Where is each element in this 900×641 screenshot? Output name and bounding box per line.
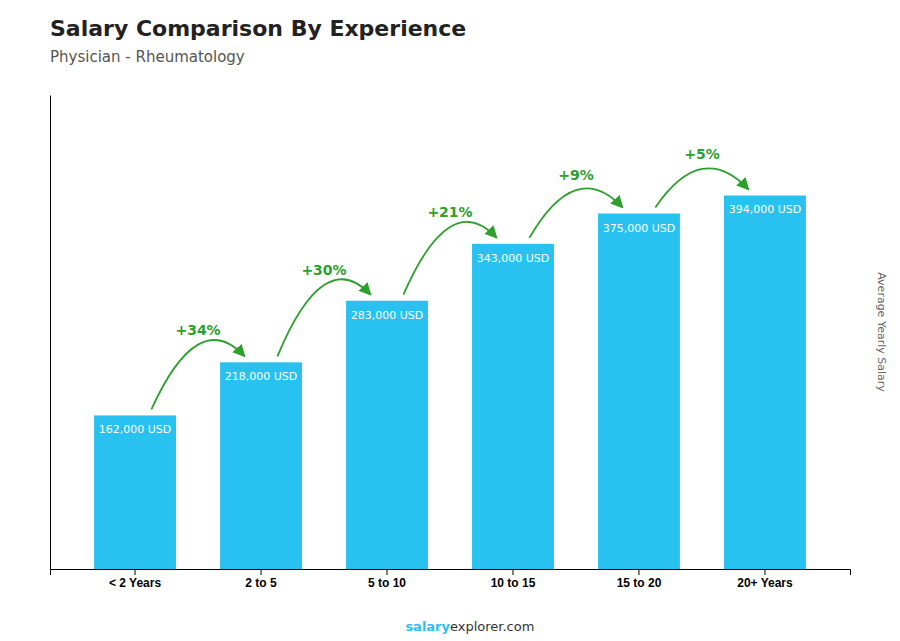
change-label: +34% bbox=[175, 322, 220, 338]
change-annotations: +34% +30% +21% +9% +5% bbox=[151, 146, 748, 409]
title: Salary Comparison By Experience bbox=[50, 16, 466, 41]
change-arrow bbox=[151, 340, 244, 409]
bar bbox=[724, 195, 806, 569]
x-tick-mark bbox=[638, 569, 639, 575]
chart-container: < 2 Years 2 to 5 5 to 10 10 to 15 15 to 20 20… bbox=[0, 0, 900, 641]
x-tick-label: < 2 Years bbox=[109, 576, 161, 590]
y-axis-title: Average Yearly Salary bbox=[875, 272, 888, 392]
bar bbox=[472, 244, 554, 569]
bar bbox=[94, 415, 176, 569]
footer-right: explorer.com bbox=[450, 619, 534, 634]
change-label: +21% bbox=[427, 204, 472, 220]
footer-left: salary bbox=[405, 619, 450, 634]
x-tick-mark bbox=[387, 569, 388, 575]
subtitle: Physician - Rheumatology bbox=[50, 48, 245, 66]
bar bbox=[220, 362, 302, 569]
chart-svg: < 2 Years 2 to 5 5 to 10 10 to 15 15 to 20 20… bbox=[0, 0, 900, 641]
data-label: 218,000 USD bbox=[225, 370, 298, 383]
x-tick-label: 2 to 5 bbox=[245, 576, 277, 590]
data-label: 375,000 USD bbox=[603, 222, 676, 235]
x-tick: 5 to 10 bbox=[368, 569, 406, 590]
data-label: 162,000 USD bbox=[99, 423, 172, 436]
x-tick: 15 to 20 bbox=[617, 569, 662, 590]
change-arrow bbox=[403, 222, 496, 295]
x-axis: < 2 Years 2 to 5 5 to 10 10 to 15 15 to 20 20… bbox=[51, 569, 851, 590]
y-axis bbox=[50, 96, 51, 570]
change-label: +9% bbox=[558, 167, 594, 183]
change-label: +30% bbox=[301, 262, 346, 278]
x-tick-mark bbox=[764, 569, 765, 575]
x-tick-mark bbox=[512, 569, 513, 575]
change-label: +5% bbox=[684, 146, 720, 162]
x-tick-mark bbox=[135, 569, 136, 575]
data-labels: 162,000 USD 218,000 USD 283,000 USD 343,000… bbox=[99, 203, 801, 436]
change-arrow bbox=[277, 279, 370, 356]
bars bbox=[94, 195, 806, 569]
x-tick-mark bbox=[261, 569, 262, 575]
data-label: 394,000 USD bbox=[729, 203, 802, 216]
x-tick: < 2 Years bbox=[109, 569, 161, 590]
x-tick-label: 5 to 10 bbox=[368, 576, 406, 590]
data-label: 283,000 USD bbox=[351, 309, 424, 322]
x-axis-line bbox=[51, 570, 851, 576]
bar bbox=[346, 301, 428, 569]
change-arrow bbox=[529, 188, 622, 238]
x-tick-label: 10 to 15 bbox=[491, 576, 536, 590]
x-tick-label: 20+ Years bbox=[737, 576, 793, 590]
bar bbox=[598, 214, 680, 570]
x-tick-label: 15 to 20 bbox=[617, 576, 662, 590]
x-tick: 2 to 5 bbox=[245, 569, 277, 590]
y-axis-line bbox=[50, 96, 51, 570]
x-tick: 10 to 15 bbox=[491, 569, 536, 590]
x-tick: 20+ Years bbox=[737, 569, 793, 590]
data-label: 343,000 USD bbox=[477, 252, 550, 265]
change-arrow bbox=[655, 168, 748, 207]
